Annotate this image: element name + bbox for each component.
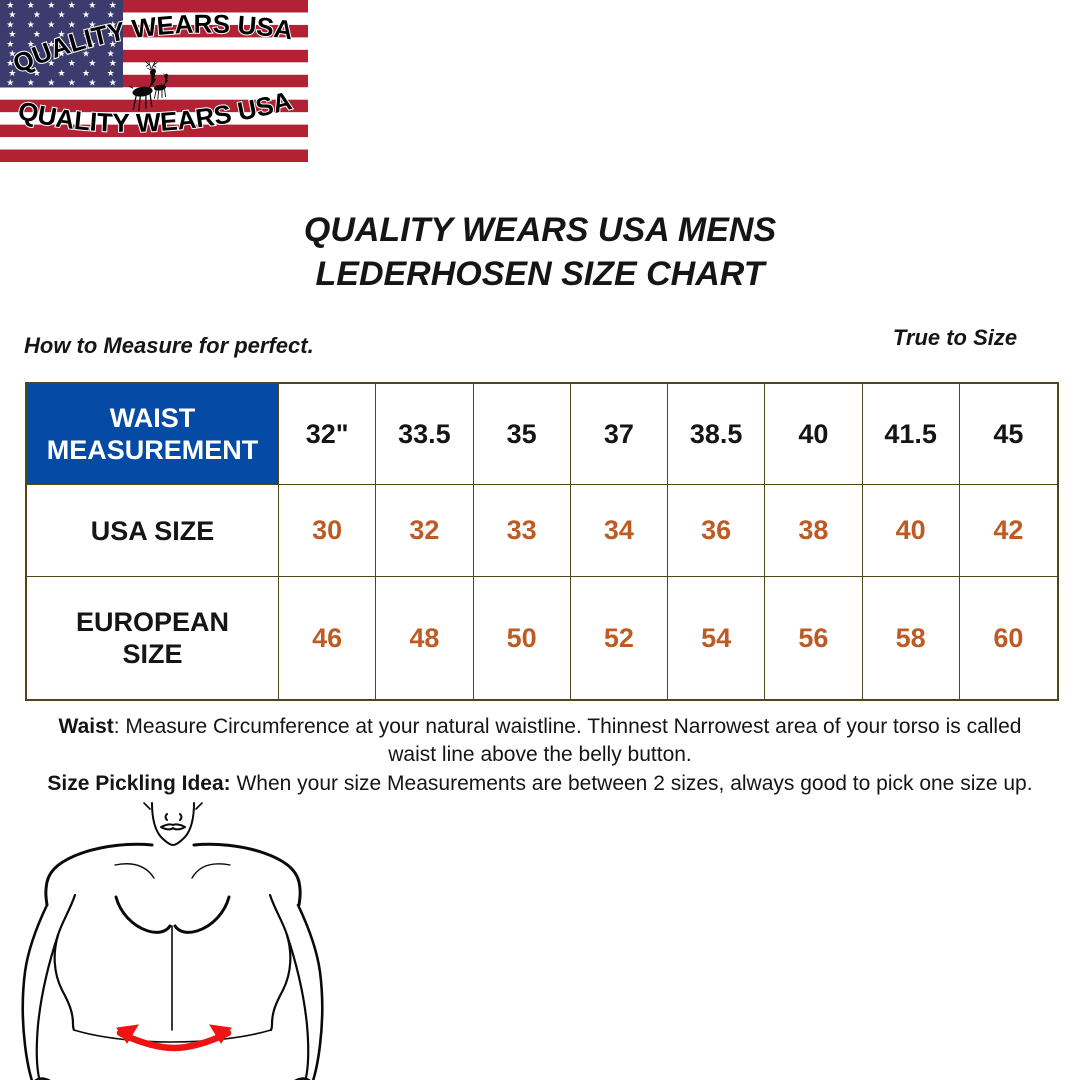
svg-text:★: ★ bbox=[68, 58, 76, 68]
svg-text:★: ★ bbox=[68, 78, 76, 88]
svg-text:★: ★ bbox=[109, 0, 117, 10]
svg-text:★: ★ bbox=[8, 68, 16, 78]
svg-text:★: ★ bbox=[6, 39, 14, 49]
svg-text:★: ★ bbox=[33, 29, 41, 39]
svg-text:★: ★ bbox=[88, 78, 96, 88]
svg-text:★: ★ bbox=[88, 58, 96, 68]
svg-text:★: ★ bbox=[107, 48, 115, 58]
svg-text:★: ★ bbox=[88, 0, 96, 10]
svg-text:★: ★ bbox=[107, 68, 115, 78]
svg-text:★: ★ bbox=[33, 10, 41, 20]
svg-text:★: ★ bbox=[6, 0, 14, 10]
svg-text:★: ★ bbox=[6, 78, 14, 88]
svg-text:★: ★ bbox=[27, 19, 35, 29]
svg-text:★: ★ bbox=[47, 78, 55, 88]
svg-text:★: ★ bbox=[47, 0, 55, 10]
svg-text:★: ★ bbox=[57, 10, 65, 20]
svg-text:★: ★ bbox=[82, 68, 90, 78]
svg-text:★: ★ bbox=[8, 10, 16, 20]
svg-text:★: ★ bbox=[68, 0, 76, 10]
svg-text:★: ★ bbox=[6, 19, 14, 29]
svg-text:★: ★ bbox=[27, 0, 35, 10]
svg-text:★: ★ bbox=[8, 29, 16, 39]
svg-text:★: ★ bbox=[82, 10, 90, 20]
svg-text:★: ★ bbox=[109, 78, 117, 88]
svg-text:★: ★ bbox=[27, 78, 35, 88]
svg-text:★: ★ bbox=[57, 68, 65, 78]
svg-text:★: ★ bbox=[109, 58, 117, 68]
svg-text:★: ★ bbox=[47, 19, 55, 29]
